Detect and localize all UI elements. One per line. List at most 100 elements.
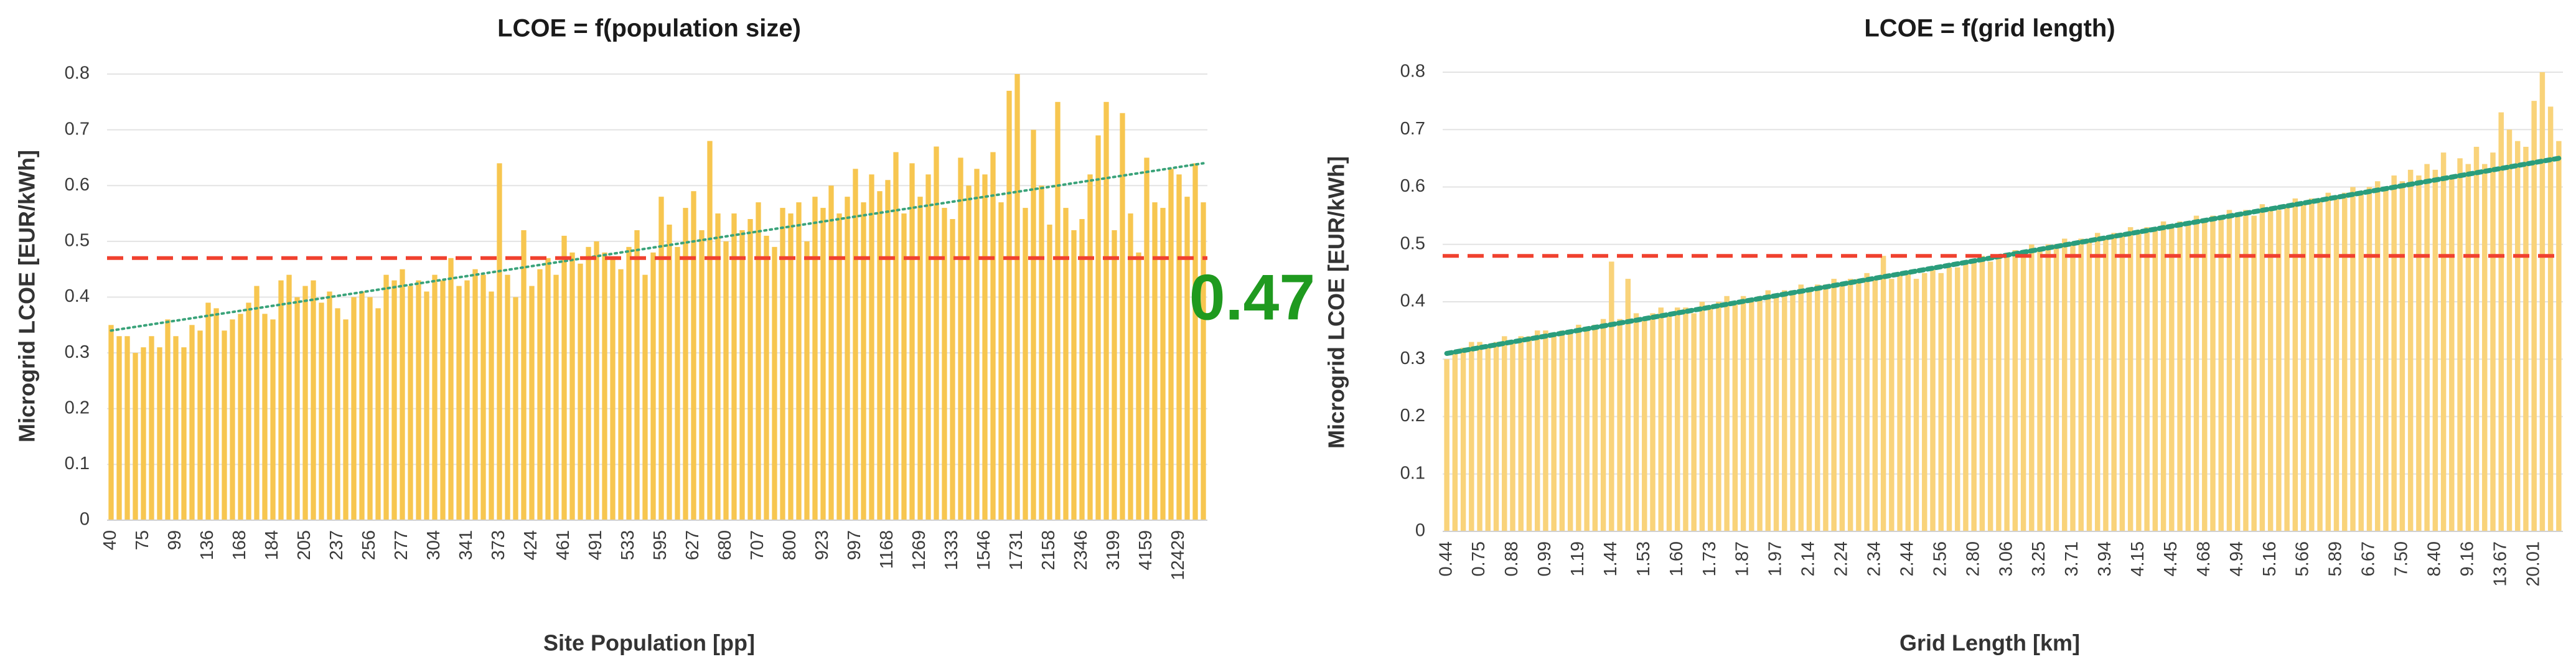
bar [2012,250,2018,531]
bar [2342,192,2348,532]
bar [2127,227,2133,531]
x-tick-label: 627 [683,530,703,560]
x-tick-label: 304 [424,530,444,560]
bar [1103,101,1109,520]
x-tick-label: 9.16 [2457,541,2477,576]
y-tick-label: 0.3 [1400,348,1425,368]
bar [1749,302,1754,531]
bar [2111,233,2117,531]
bar [1600,319,1606,531]
bar [683,208,688,520]
chart-title: LCOE = f(population size) [497,15,801,42]
bar [448,258,454,520]
bar [1493,342,1499,531]
bar [1773,296,1779,531]
bar [1987,261,1993,531]
bar [1120,113,1125,521]
bar [2202,221,2208,531]
x-tick-label: 1269 [909,530,929,571]
x-tick-label: 1546 [974,530,994,571]
bar [480,274,486,520]
bar [586,246,591,520]
bar [2136,233,2142,531]
bar [1724,296,1730,531]
bar [1112,230,1117,520]
bar [311,280,316,520]
x-tick-label: 8.40 [2425,541,2445,576]
bar [1963,261,1969,531]
bar [2078,238,2084,531]
x-tick-label: 923 [812,530,832,560]
bar [1551,336,1557,531]
y-tick-label: 0.3 [65,342,90,362]
bar [2029,244,2035,531]
bar [998,202,1004,520]
bar [634,230,640,520]
bar [1823,284,1829,531]
bar [124,336,130,520]
x-tick-label: 2.34 [1865,541,1885,576]
x-tick-label: 237 [327,530,347,560]
x-tick-label: 1333 [942,530,962,571]
bar [1864,273,1870,531]
bar [545,258,551,520]
bar [1192,163,1198,520]
bar [618,269,624,520]
bar [1063,208,1069,520]
bar [1889,279,1895,531]
bar [529,286,535,520]
bar [1806,290,1812,531]
x-tick-label: 3199 [1103,530,1123,571]
y-tick-label: 0.1 [1400,463,1425,483]
y-tick-label: 0.6 [65,175,90,195]
x-tick-label: 800 [780,530,800,560]
bar [974,169,980,520]
bar [1128,213,1133,520]
bar [1996,256,2002,531]
bar [2366,187,2372,531]
x-tick-label: 5.66 [2293,541,2313,576]
bar [958,157,963,520]
bar [2037,250,2043,531]
bar [359,291,365,520]
bar [375,308,381,520]
x-tick-label: 1.19 [1568,541,1588,576]
bar [246,302,251,520]
bar [1971,261,1977,531]
bar [1905,273,1911,531]
bar [537,269,543,520]
bar [820,208,826,520]
y-axis-label: Microgrid LCOE [EUR/kWh] [14,150,40,442]
x-tick-label: 3.71 [2062,541,2082,576]
y-tick-label: 0.4 [1400,291,1425,311]
bar [2440,152,2447,531]
bar [715,213,721,520]
bar [262,314,268,520]
bar [1707,307,1713,531]
bar [2292,198,2298,531]
bar [2523,146,2529,532]
bar [230,319,235,520]
bar [489,291,494,520]
bar [278,280,284,520]
x-tick-label: 3.25 [2029,541,2049,576]
bar [2556,141,2562,531]
bar [2045,244,2051,531]
x-tick-label: 20.01 [2523,541,2543,587]
bar [2457,158,2463,531]
bar [699,230,705,520]
bar [901,213,907,520]
bar [2103,238,2109,531]
bar [2498,112,2504,531]
bar [2300,204,2307,531]
chart-title: LCOE = f(grid length) [1864,15,2115,42]
x-tick-label: 184 [262,530,282,560]
x-tick-label: 136 [197,530,217,560]
x-tick-label: 2.14 [1799,541,1819,576]
bar [610,258,616,520]
bar [1160,208,1166,520]
bar [2465,164,2471,532]
x-tick-label: 2.80 [1963,541,1983,576]
bar [408,286,413,520]
bar [1201,202,1206,520]
